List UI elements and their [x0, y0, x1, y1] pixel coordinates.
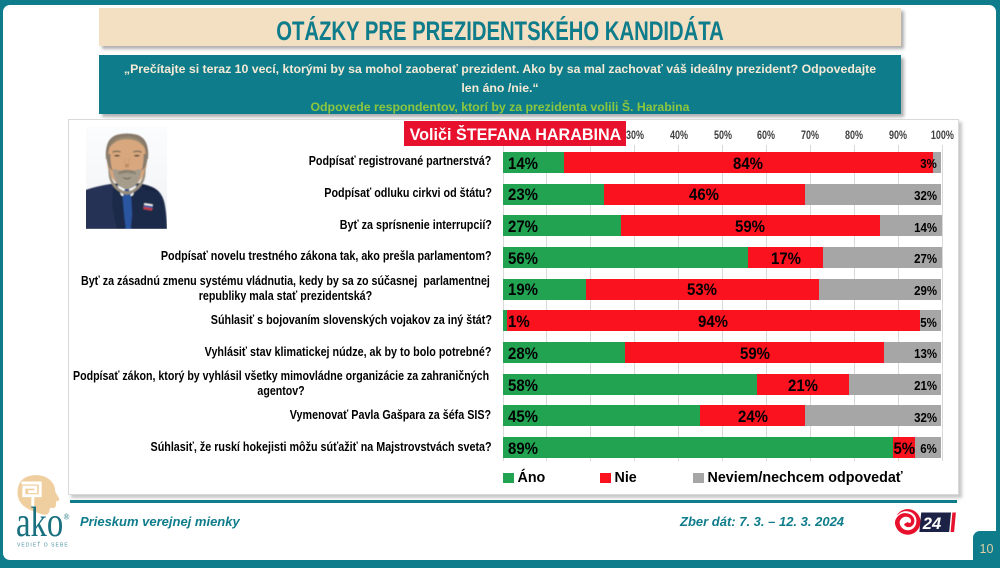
svg-text:ako: ako: [16, 499, 63, 546]
svg-text:VEDIEŤ O SEBE: VEDIEŤ O SEBE: [17, 541, 69, 549]
svg-text:24: 24: [922, 515, 941, 533]
svg-text:®: ®: [64, 513, 70, 522]
